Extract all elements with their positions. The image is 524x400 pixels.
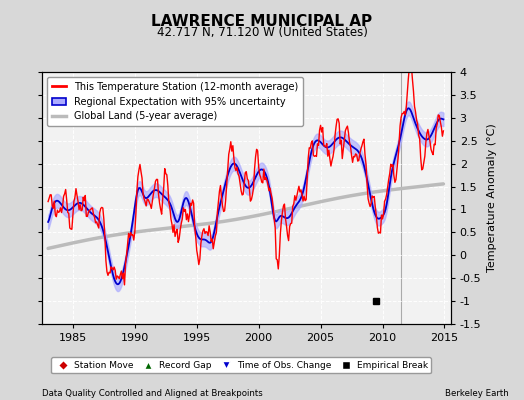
Text: Berkeley Earth: Berkeley Earth	[444, 389, 508, 398]
Legend: Station Move, Record Gap, Time of Obs. Change, Empirical Break: Station Move, Record Gap, Time of Obs. C…	[51, 357, 431, 374]
Y-axis label: Temperature Anomaly (°C): Temperature Anomaly (°C)	[487, 124, 497, 272]
Text: 42.717 N, 71.120 W (United States): 42.717 N, 71.120 W (United States)	[157, 26, 367, 39]
Text: Data Quality Controlled and Aligned at Breakpoints: Data Quality Controlled and Aligned at B…	[42, 389, 263, 398]
Legend: This Temperature Station (12-month average), Regional Expectation with 95% uncer: This Temperature Station (12-month avera…	[47, 77, 303, 126]
Text: LAWRENCE MUNICIPAL AP: LAWRENCE MUNICIPAL AP	[151, 14, 373, 29]
